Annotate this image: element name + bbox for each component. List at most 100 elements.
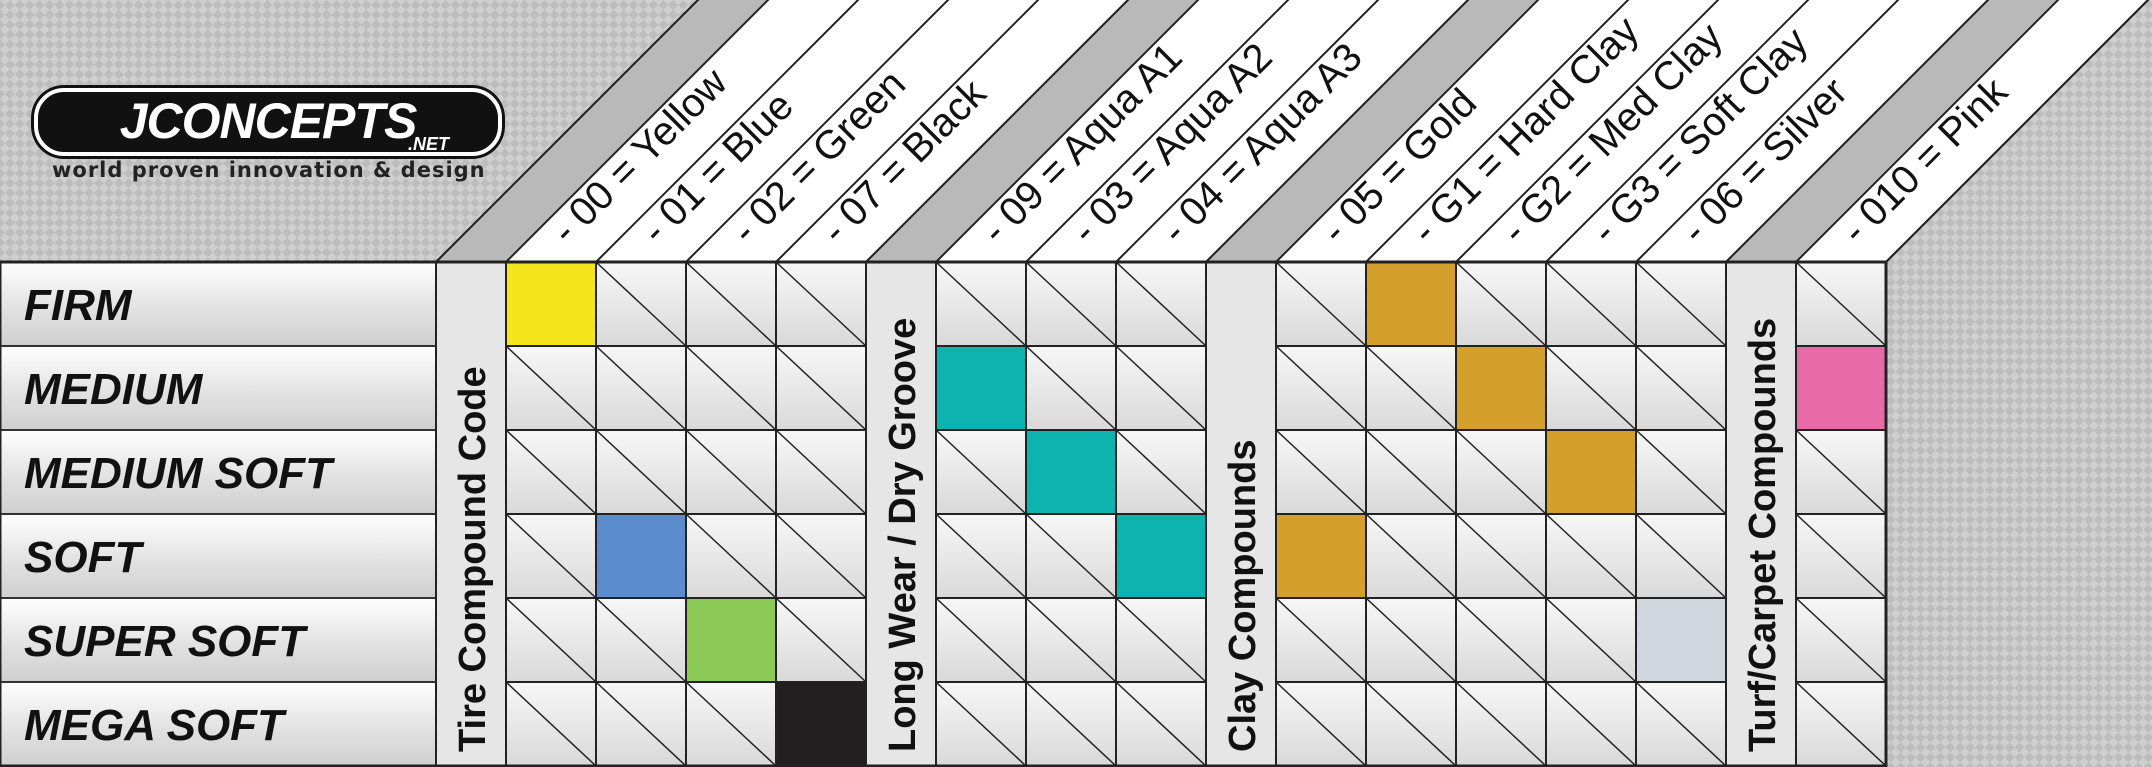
compound-swatch [935,345,1027,431]
cell-diagonal [1795,597,1887,683]
row-label-cell [0,261,437,347]
cell-diagonal [685,429,777,515]
compound-swatch [1365,261,1457,347]
group-title: Turf/Carpet Compounds [1742,318,1784,752]
cell-diagonal [1365,345,1457,431]
cell-diagonal [1545,681,1637,767]
header-separator [1545,0,1810,263]
cell-diagonal [1115,345,1207,431]
compound-label: MEGA SOFT [24,701,287,750]
cell-diagonal [1795,261,1887,347]
cell-diagonal [1545,597,1637,683]
cell-diagonal [505,681,597,767]
cell-diagonal [1455,597,1547,683]
cell-diagonal [1635,261,1727,347]
cell-diagonal [505,597,597,683]
header-separator [595,0,860,263]
compound-swatch [595,513,687,599]
grid-border [0,260,1888,767]
cell-diagonal [1455,513,1547,599]
group-divider [865,261,937,767]
cell-diagonal [1545,261,1637,347]
cell-diagonal [1275,261,1367,347]
logo-badge [34,88,502,156]
group-title: Long Wear / Dry Groove [882,318,924,752]
compound-swatch [1455,345,1547,431]
compound-label: MEDIUM [24,365,204,414]
header-separator [1455,0,1720,263]
cell-diagonal [935,513,1027,599]
cell-diagonal [1275,597,1367,683]
cell-diagonal [685,261,777,347]
cell-diagonal [1795,513,1887,599]
brand-tagline: world proven innovation & design [52,158,486,182]
cell-diagonal [935,597,1027,683]
cell-diagonal [1115,597,1207,683]
compound-swatch [1545,429,1637,515]
cell-diagonal [775,261,867,347]
cell-diagonal [1275,429,1367,515]
row-label-cell [0,513,437,599]
cell-diagonal [1455,261,1547,347]
cell-diagonal [685,681,777,767]
cell-diagonal [1115,681,1207,767]
group-title: Tire Compound Code [452,366,494,752]
cell-diagonal [1635,681,1727,767]
cell-diagonal [1025,513,1117,599]
cell-diagonal [1795,429,1887,515]
cell-diagonal [1025,345,1117,431]
compound-swatch [1795,345,1887,431]
cell-diagonal [685,513,777,599]
brand-logo: JCONCEPTS .NET world proven innovation &… [34,88,504,184]
cell-diagonal [775,429,867,515]
cell-diagonal [505,513,597,599]
cell-diagonal [775,345,867,431]
compound-swatch [1635,597,1727,683]
compound-label: SOFT [24,533,144,582]
row-label-cell [0,597,437,683]
header-separator [1365,0,1630,263]
cell-diagonal [1025,681,1117,767]
cell-diagonal [595,345,687,431]
compound-swatch [775,681,867,767]
cell-diagonal [1545,345,1637,431]
cell-diagonal [775,513,867,599]
cell-diagonal [1365,597,1457,683]
cell-diagonal [1275,681,1367,767]
compound-swatch [685,597,777,683]
cell-diagonal [1025,261,1117,347]
compound-swatch [1115,513,1207,599]
cell-diagonal [1545,513,1637,599]
cell-diagonal [505,345,597,431]
cell-diagonal [1365,429,1457,515]
cell-diagonal [1275,345,1367,431]
header-separator [1885,0,2150,263]
cell-diagonal [595,597,687,683]
header-separator [685,0,950,263]
cell-diagonal [505,429,597,515]
row-label-cell [0,681,437,767]
cell-diagonal [685,345,777,431]
header-separator [775,0,1040,263]
compound-label: MEDIUM SOFT [24,449,335,498]
brand-domain: .NET [408,134,450,154]
cell-diagonal [935,261,1027,347]
cell-diagonal [1365,681,1457,767]
brand-name: JCONCEPTS [119,93,418,149]
cell-diagonal [595,681,687,767]
cell-diagonal [595,261,687,347]
cell-diagonal [1795,681,1887,767]
cell-diagonal [775,597,867,683]
cell-diagonal [1115,261,1207,347]
cell-diagonal [1455,429,1547,515]
cell-diagonal [595,429,687,515]
header-separator [1115,0,1380,263]
compound-swatch [505,261,597,347]
group-divider [435,261,507,767]
cell-diagonal [1635,513,1727,599]
compound-swatch [1025,429,1117,515]
compound-label: FIRM [24,281,133,330]
header-separator [1025,0,1290,263]
cell-diagonal [1635,345,1727,431]
